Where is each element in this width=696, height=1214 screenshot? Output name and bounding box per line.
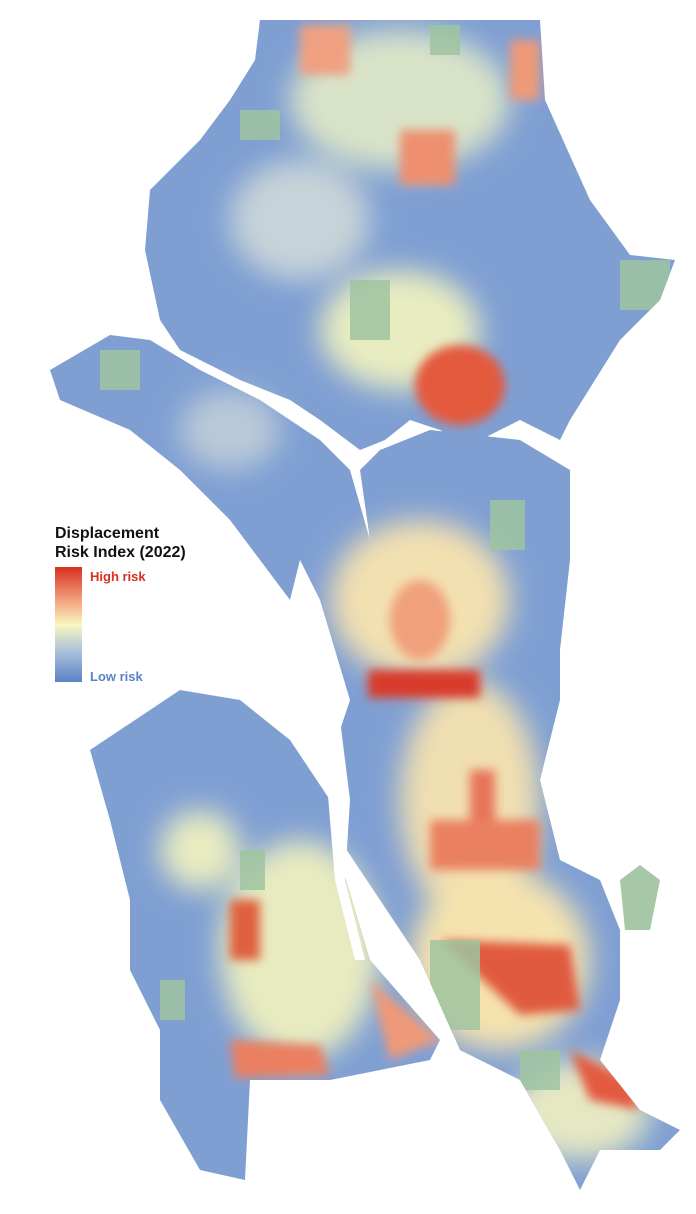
legend: Displacement Risk Index (2022) High risk…: [55, 525, 186, 684]
legend-high-label: High risk: [90, 569, 146, 584]
legend-title: Displacement: [55, 525, 160, 542]
river: [325, 720, 365, 960]
legend-low-label: Low risk: [90, 669, 144, 684]
park: [620, 865, 660, 930]
legend-title: Risk Index (2022): [55, 544, 186, 561]
legend-gradient: [55, 567, 82, 682]
